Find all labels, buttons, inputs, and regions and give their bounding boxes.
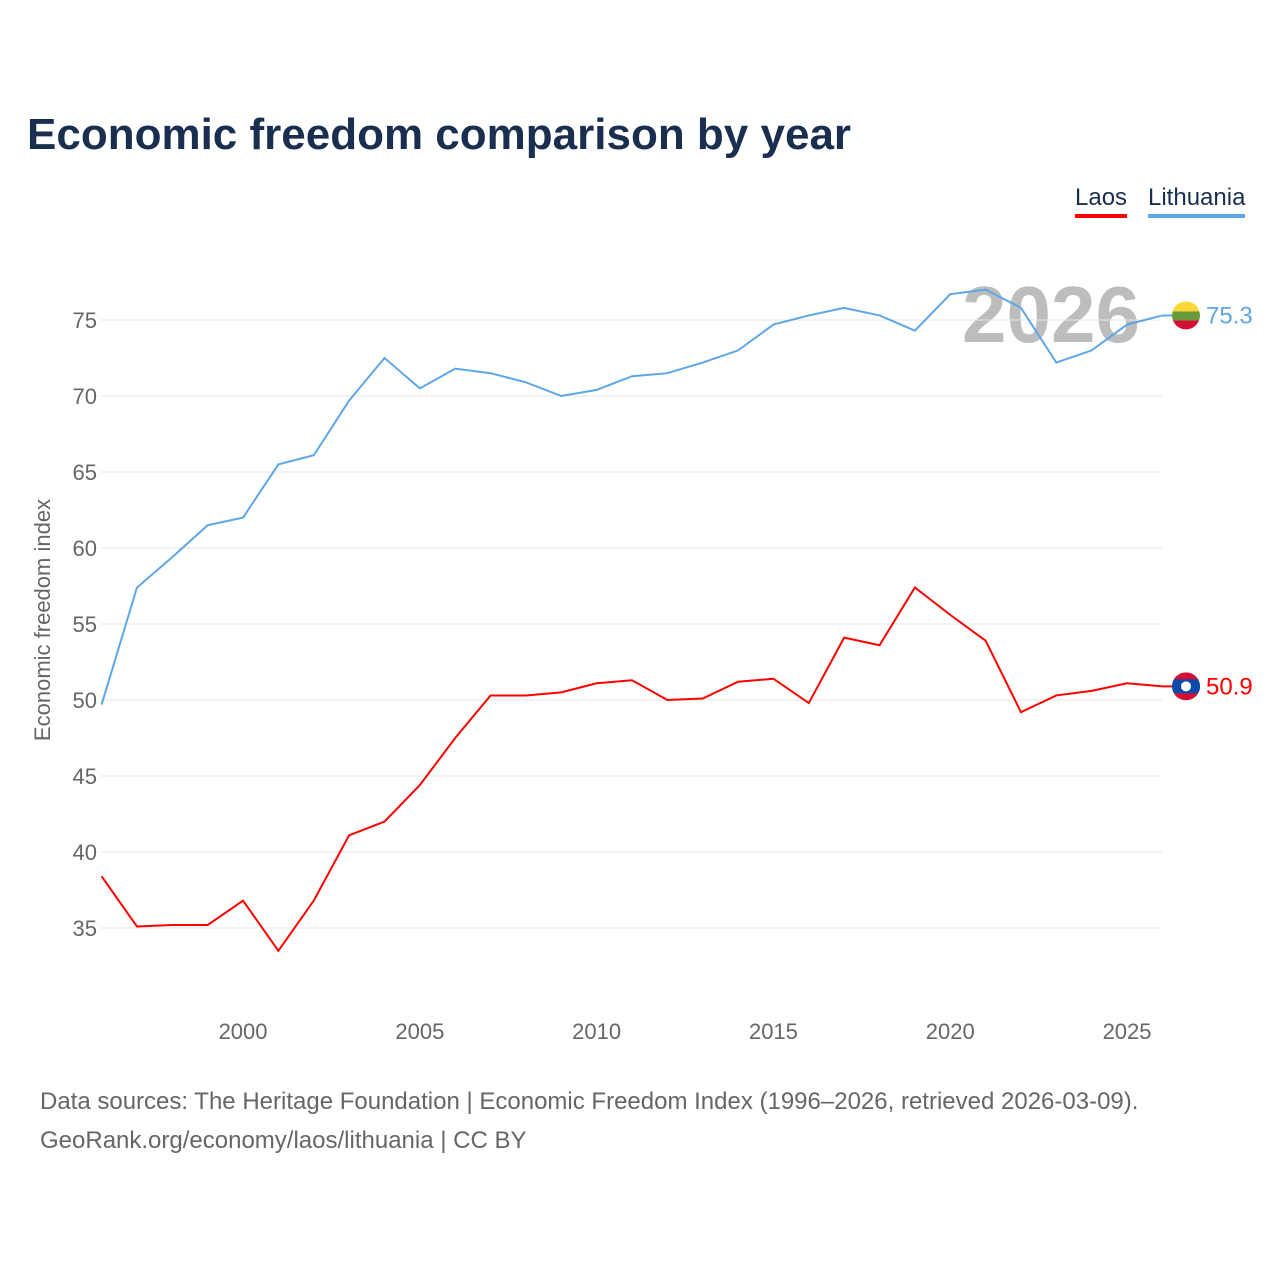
x-tick-label: 2020 — [926, 1019, 975, 1044]
x-tick-label: 2000 — [219, 1019, 268, 1044]
x-tick-label: 2010 — [572, 1019, 621, 1044]
y-tick-label: 65 — [73, 460, 97, 485]
source-line-2: GeoRank.org/economy/laos/lithuania | CC … — [40, 1127, 527, 1154]
y-tick-label: 50 — [73, 688, 97, 713]
legend-lithuania[interactable]: Lithuania — [1148, 184, 1246, 218]
line-chart: 2026 35 40 45 50 55 60 65 70 75 2000 2005 2010 2015 20… — [30, 270, 1253, 1044]
end-value-label: 50.9 — [1206, 673, 1253, 700]
flag-laos-icon — [1172, 672, 1200, 701]
y-tick-label: 60 — [73, 536, 97, 561]
y-tick-label: 45 — [73, 764, 97, 789]
source-line-1: Data sources: The Heritage Foundation | … — [40, 1088, 1139, 1115]
flag-stripe — [1172, 311, 1200, 321]
series-line-lithuania — [100, 288, 1163, 705]
y-tick-label: 55 — [73, 612, 97, 637]
end-value-label: 75.3 — [1206, 302, 1253, 329]
x-tick-label: 2025 — [1103, 1019, 1152, 1044]
y-tick-label: 75 — [73, 308, 97, 333]
year-watermark: 2026 — [962, 270, 1140, 359]
flag-stripe — [1172, 320, 1200, 330]
flag-body — [1172, 301, 1200, 330]
flag-lithuania-icon — [1172, 301, 1200, 330]
flag-stripe — [1172, 301, 1200, 312]
chart-title: Economic freedom comparison by year — [27, 110, 852, 159]
flag-body — [1172, 672, 1200, 701]
y-tick-label: 35 — [73, 916, 97, 941]
flag-disc — [1181, 681, 1191, 692]
x-tick-label: 2015 — [749, 1019, 798, 1044]
series-line-laos — [100, 586, 1163, 953]
x-tick-label: 2005 — [395, 1019, 444, 1044]
y-axis-label: Economic freedom index — [30, 499, 55, 741]
y-tick-label: 40 — [73, 840, 97, 865]
legend-laos[interactable]: Laos — [1075, 184, 1128, 218]
y-tick-label: 70 — [73, 384, 97, 409]
